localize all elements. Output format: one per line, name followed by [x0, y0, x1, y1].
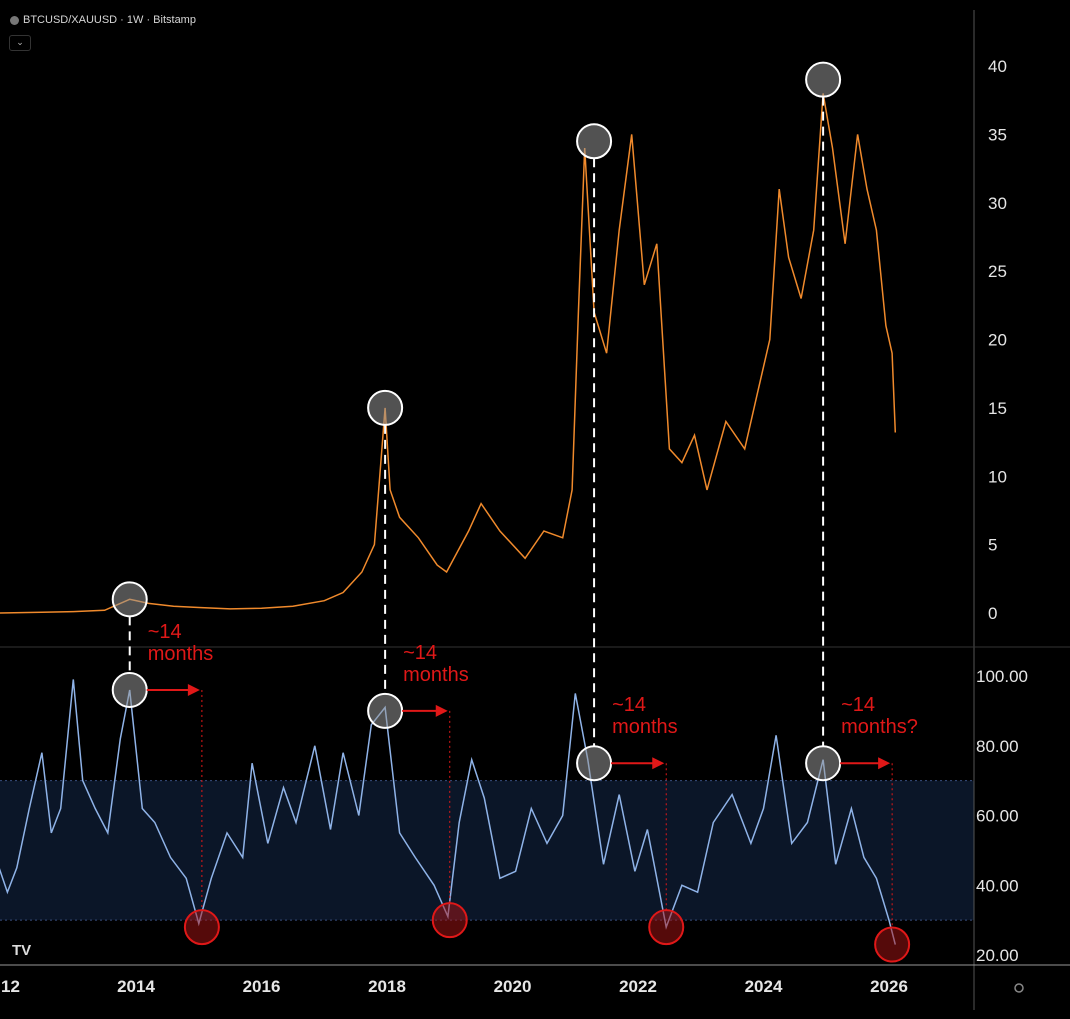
price-peak-marker — [805, 61, 842, 98]
rsi-peak-marker — [367, 692, 404, 729]
annotation-label-line2: months? — [841, 716, 918, 738]
rsi-tick-label: 60.00 — [976, 807, 1019, 826]
rsi-bottom-marker — [874, 926, 911, 963]
time-tick-label: 12 — [1, 977, 20, 996]
time-tick-label: 2018 — [368, 977, 406, 996]
arrow-head-icon — [187, 683, 200, 696]
time-tick-label: 2014 — [117, 977, 155, 996]
price-tick-label: 0 — [988, 604, 997, 623]
annotation-label-line1: ~14 — [403, 642, 437, 664]
annotation-label-line2: months — [148, 643, 214, 665]
gear-icon[interactable] — [1014, 983, 1024, 993]
rsi-peak-marker — [805, 745, 842, 782]
arrow-head-icon — [435, 704, 448, 717]
rsi-bottom-marker — [431, 902, 468, 939]
time-tick-label: 2022 — [619, 977, 657, 996]
time-tick-label: 2020 — [494, 977, 532, 996]
time-tick-label: 2026 — [870, 977, 908, 996]
rsi-bottom-marker — [183, 909, 220, 946]
price-tick-label: 35 — [988, 125, 1007, 144]
annotation-label-line2: months — [612, 716, 678, 738]
rsi-peak-marker — [111, 671, 148, 708]
arrow-head-icon — [878, 757, 891, 770]
time-tick-label: 2024 — [745, 977, 783, 996]
price-tick-label: 15 — [988, 399, 1007, 418]
price-tick-label: 20 — [988, 331, 1007, 350]
rsi-series-line — [0, 679, 897, 945]
annotation-label-line1: ~14 — [841, 694, 875, 716]
symbol-logo-icon — [10, 15, 19, 25]
price-tick-label: 10 — [988, 467, 1007, 486]
price-series-line — [0, 93, 897, 614]
price-peak-marker — [367, 389, 404, 426]
price-peak-marker — [576, 123, 613, 160]
time-tick-label: 2016 — [243, 977, 281, 996]
arrow-head-icon — [652, 757, 665, 770]
rsi-tick-label: 80.00 — [976, 737, 1019, 756]
price-peak-marker — [111, 581, 148, 618]
chevron-down-icon[interactable]: ⌄ — [9, 35, 31, 51]
rsi-peak-marker — [576, 745, 613, 782]
rsi-tick-label: 20.00 — [976, 946, 1019, 965]
price-tick-label: 30 — [988, 194, 1007, 213]
symbol-title: BTCUSD/XAUUSD · 1W · Bitstamp — [23, 14, 196, 26]
price-tick-label: 25 — [988, 262, 1007, 281]
rsi-bottom-marker — [648, 909, 685, 946]
rsi-tick-label: 100.00 — [976, 667, 1028, 686]
annotation-label-line1: ~14 — [148, 621, 182, 643]
price-tick-label: 5 — [988, 536, 997, 555]
symbol-header[interactable]: BTCUSD/XAUUSD · 1W · Bitstamp — [10, 14, 196, 26]
tradingview-logo: TV — [12, 942, 31, 959]
rsi-tick-label: 40.00 — [976, 876, 1019, 895]
price-tick-label: 40 — [988, 57, 1007, 76]
annotation-label-line2: months — [403, 664, 469, 686]
annotation-label-line1: ~14 — [612, 694, 646, 716]
